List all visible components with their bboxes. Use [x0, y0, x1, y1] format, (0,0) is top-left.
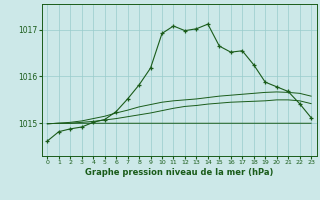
X-axis label: Graphe pression niveau de la mer (hPa): Graphe pression niveau de la mer (hPa) — [85, 168, 273, 177]
